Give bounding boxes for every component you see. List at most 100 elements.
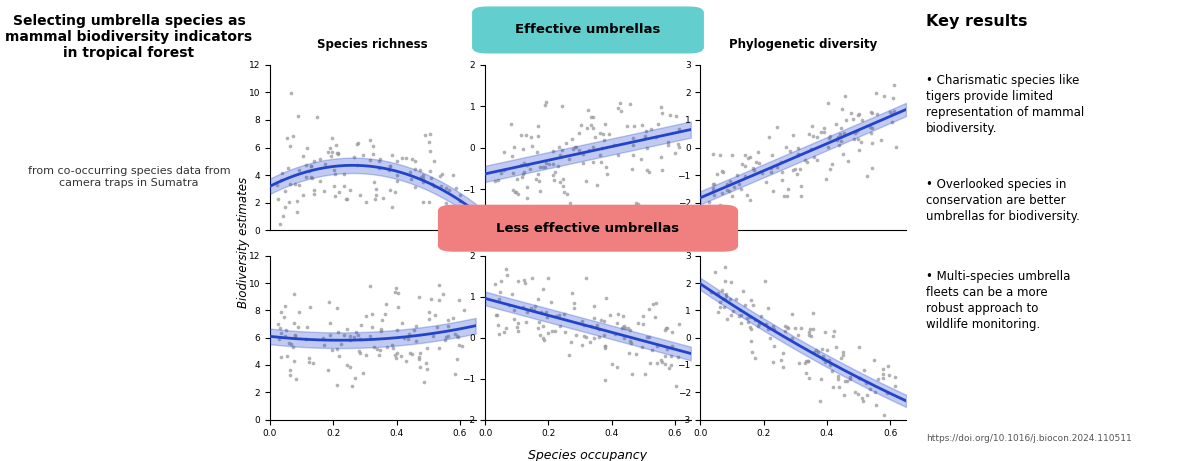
Point (536, 309, 556, 316)
Point (566, 143, 586, 151)
Point (760, 133, 779, 141)
Point (289, 182, 308, 189)
Point (670, 320, 689, 327)
Point (301, 173, 320, 180)
Point (320, 298, 340, 306)
Point (841, 110, 860, 117)
Point (642, 346, 661, 353)
Point (799, 357, 818, 365)
Point (666, 383, 685, 390)
Point (270, 336, 289, 343)
Point (366, 195, 385, 202)
Point (494, 166, 514, 173)
Point (530, 332, 550, 339)
Point (530, 164, 550, 171)
Text: Functional diversity: Functional diversity (522, 38, 654, 51)
Point (698, 244, 718, 252)
Point (703, 211, 722, 219)
Point (419, 198, 438, 205)
Point (742, 296, 761, 304)
Point (530, 188, 550, 195)
Point (658, 345, 677, 353)
Point (371, 155, 390, 162)
Point (828, 375, 847, 383)
Point (271, 309, 290, 316)
Point (517, 195, 536, 202)
Point (361, 136, 380, 144)
Point (844, 115, 863, 123)
Point (796, 369, 815, 377)
Point (578, 106, 598, 114)
Point (406, 165, 425, 172)
Point (300, 303, 319, 310)
Point (650, 103, 670, 111)
Point (551, 151, 570, 158)
Point (862, 109, 881, 117)
Point (378, 343, 397, 350)
Point (775, 328, 794, 335)
Point (862, 129, 881, 136)
Point (812, 345, 832, 353)
Point (386, 284, 406, 291)
Point (636, 135, 655, 142)
Point (620, 337, 640, 345)
Point (346, 374, 365, 381)
Point (486, 177, 505, 184)
Point (526, 175, 545, 182)
Point (875, 93, 894, 100)
Point (401, 168, 420, 175)
Point (887, 143, 906, 151)
Point (782, 131, 802, 139)
Point (550, 179, 569, 186)
Point (539, 274, 558, 281)
Point (829, 142, 848, 149)
Point (515, 277, 534, 284)
FancyBboxPatch shape (439, 206, 738, 251)
Point (451, 198, 470, 205)
Point (736, 301, 755, 309)
Point (764, 358, 784, 366)
Point (756, 277, 775, 284)
Point (655, 360, 674, 367)
Point (436, 207, 455, 214)
Point (448, 355, 467, 363)
Point (383, 341, 402, 349)
Point (310, 156, 329, 163)
Point (652, 154, 671, 161)
Point (348, 331, 367, 339)
Point (624, 122, 643, 130)
Point (275, 332, 294, 340)
Point (732, 319, 751, 327)
Point (622, 370, 641, 377)
Point (878, 363, 898, 370)
Point (722, 151, 742, 158)
Point (709, 218, 728, 225)
Point (516, 318, 535, 325)
Point (798, 357, 817, 364)
Point (281, 180, 300, 187)
Point (595, 120, 614, 128)
Point (626, 200, 646, 207)
Text: Selecting umbrella species as
mammal biodiversity indicators
in tropical forest: Selecting umbrella species as mammal bio… (6, 14, 252, 60)
Point (313, 334, 332, 341)
Point (430, 281, 449, 289)
Point (281, 89, 300, 96)
Point (782, 334, 802, 341)
Point (864, 356, 883, 363)
Point (836, 378, 856, 385)
Point (298, 324, 317, 331)
Point (269, 321, 288, 328)
Point (613, 313, 632, 320)
Point (751, 312, 770, 319)
Point (384, 344, 403, 352)
Point (661, 352, 680, 359)
Point (736, 163, 755, 170)
Point (529, 296, 548, 303)
Point (739, 154, 758, 162)
Point (814, 352, 833, 360)
Point (620, 339, 640, 347)
Point (635, 132, 654, 139)
Point (366, 192, 385, 199)
Point (517, 162, 536, 169)
Point (574, 150, 593, 158)
